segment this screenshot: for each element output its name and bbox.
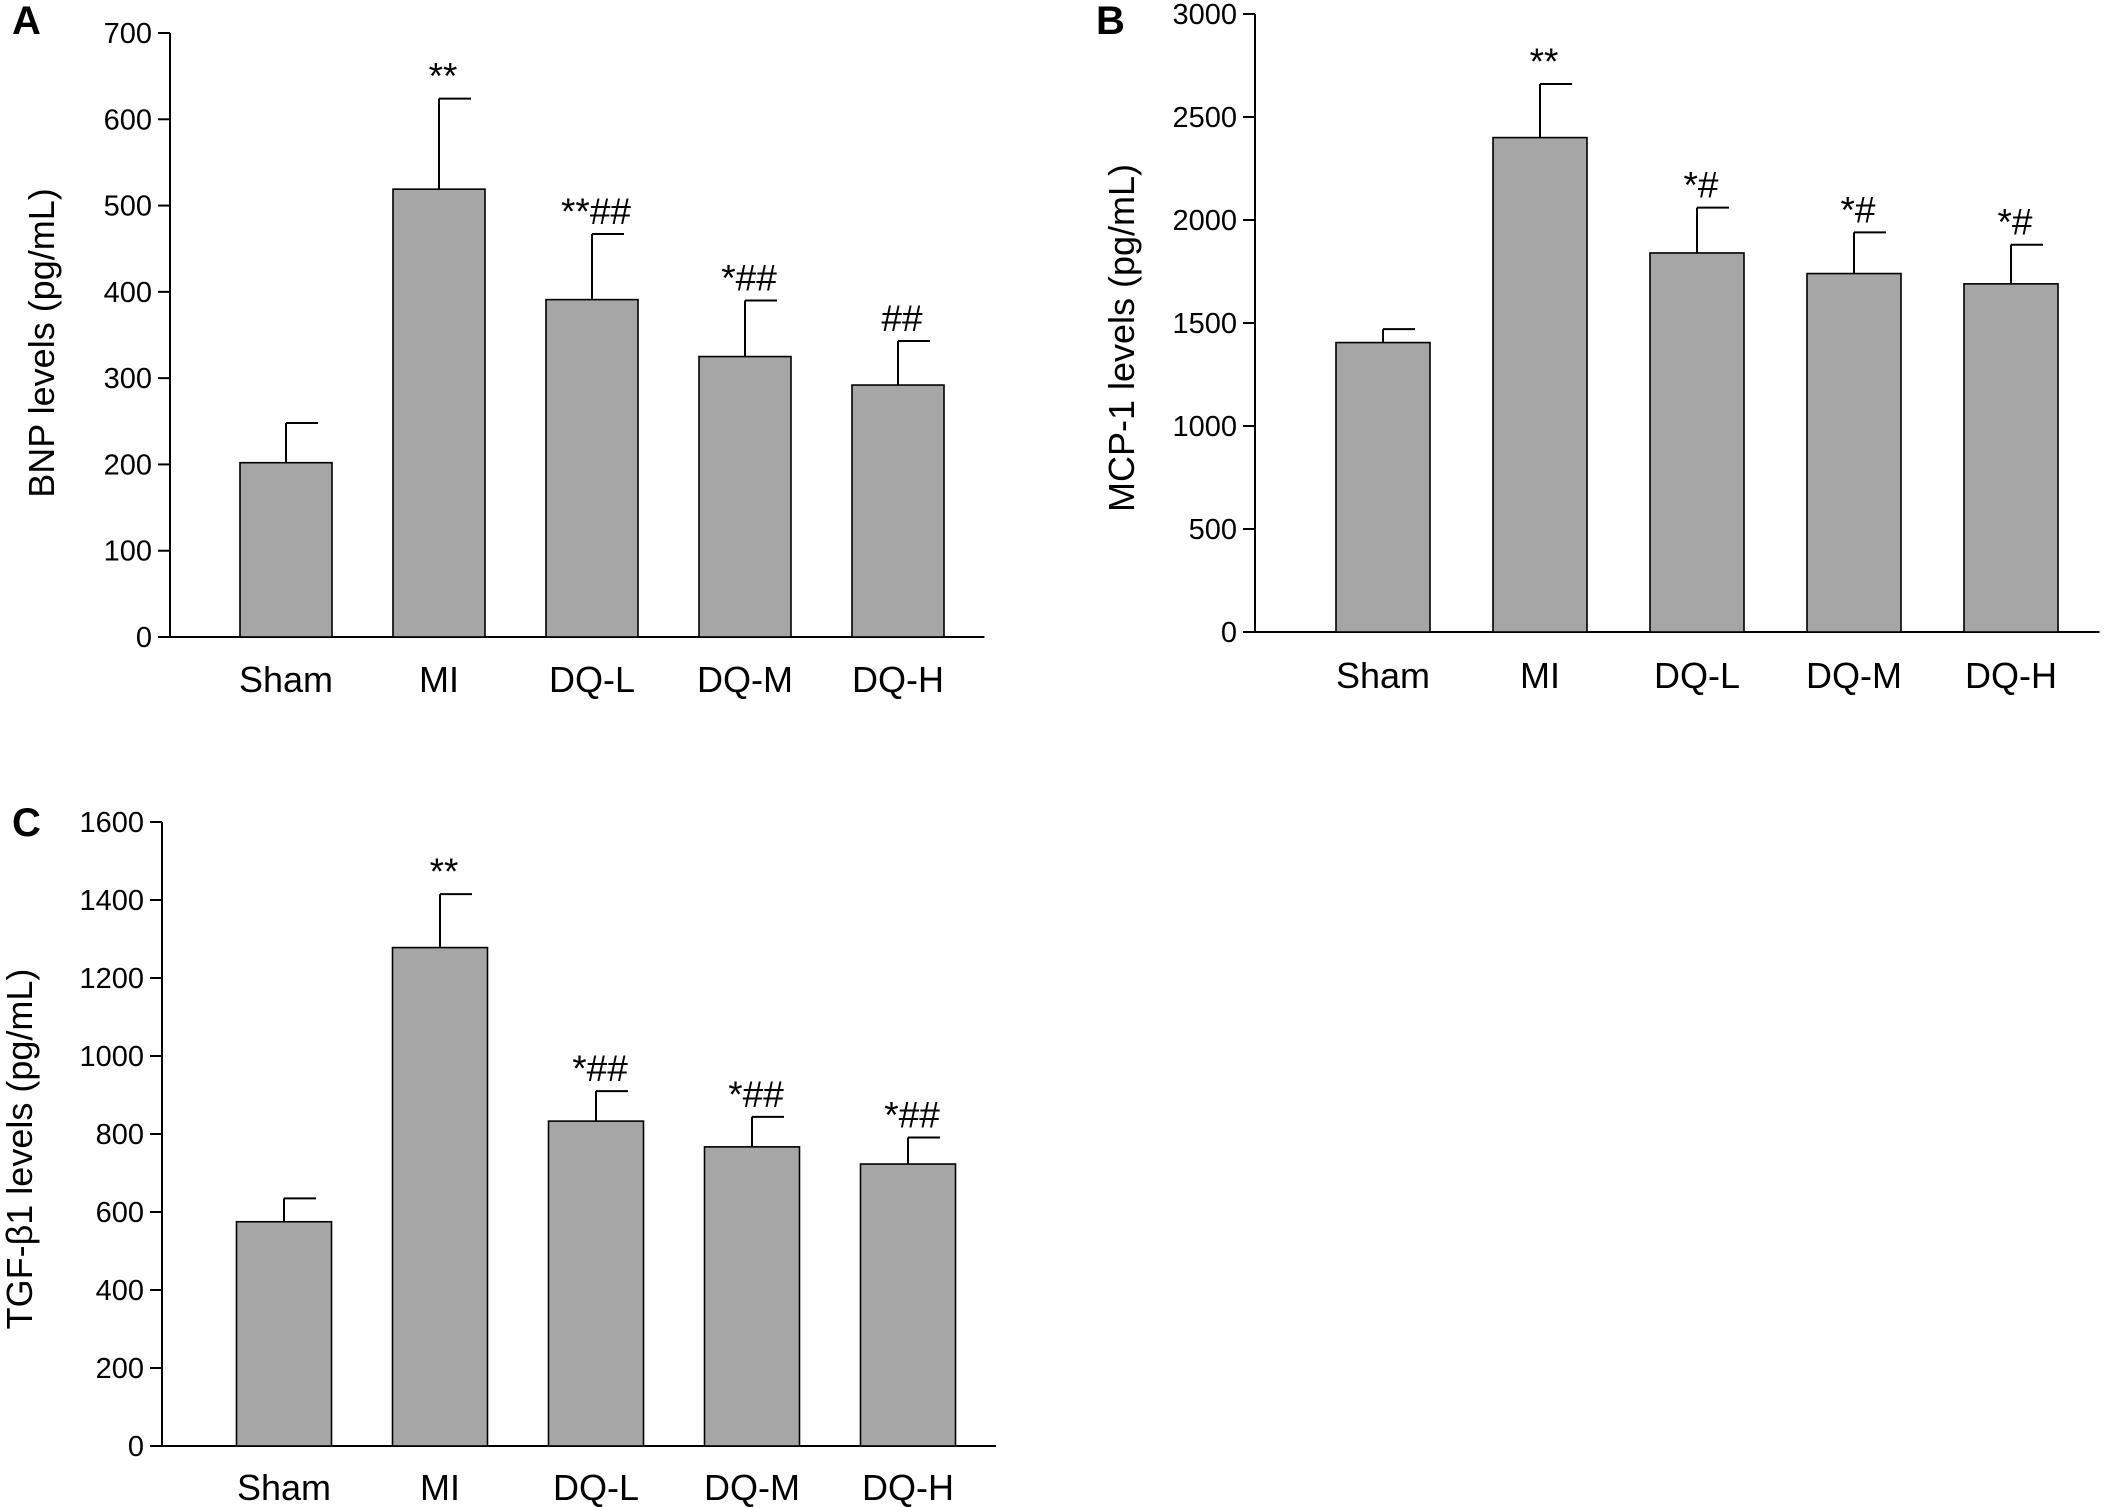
bar	[1806, 272, 1902, 633]
category-label: DQ-M	[704, 1467, 800, 1507]
y-tick-label: 600	[96, 1197, 144, 1229]
bar	[851, 384, 945, 638]
bar	[1963, 283, 2059, 633]
significance-label: *#	[1998, 202, 2033, 243]
bar	[859, 1163, 957, 1447]
y-tick-label: 100	[104, 536, 152, 568]
panel-letter-b: B	[1096, 0, 1125, 43]
bar	[547, 1120, 645, 1447]
y-tick-label: 1000	[79, 1041, 144, 1073]
y-tick-label: 3000	[1172, 0, 1237, 31]
y-tick-label: 2500	[1172, 102, 1237, 134]
category-label: MI	[1520, 655, 1560, 696]
y-tick-label: 1000	[1172, 411, 1237, 443]
plot-area: 0 200 400 600 800 1000 1200 1400 1600 Sham ** MI *##…	[79, 807, 996, 1507]
bar	[392, 188, 486, 638]
category-label: DQ-H	[852, 659, 944, 700]
bar	[1492, 136, 1588, 633]
panel-letter-c: C	[12, 801, 41, 845]
category-label: MI	[419, 659, 459, 700]
bar	[239, 461, 333, 638]
y-tick-label: 0	[1221, 617, 1237, 649]
y-tick-label: 0	[128, 1431, 144, 1463]
category-label: DQ-L	[1654, 655, 1740, 696]
bar	[545, 298, 639, 638]
category-label: DQ-M	[697, 659, 793, 700]
bar	[698, 355, 792, 638]
y-tick-label: 1500	[1172, 308, 1237, 340]
y-tick-label: 1600	[79, 807, 144, 839]
significance-label: **	[429, 56, 458, 97]
panel-letter-a: A	[12, 0, 41, 43]
y-tick-label: 400	[104, 277, 152, 309]
y-tick-label: 500	[104, 191, 152, 223]
category-label: Sham	[1336, 655, 1430, 696]
category-label: Sham	[239, 659, 333, 700]
y-axis-label: BNP levels (pg/mL)	[21, 188, 62, 497]
bar	[1649, 252, 1745, 633]
category-label: Sham	[237, 1467, 331, 1507]
significance-label: *##	[728, 1074, 784, 1115]
bar	[1335, 341, 1431, 633]
category-label: DQ-L	[553, 1467, 639, 1507]
y-tick-label: 200	[104, 449, 152, 481]
bar	[235, 1220, 333, 1447]
plot-area: 0 100 200 300 400 500 600 700 Sham ** MI **## DQ-L *#…	[104, 18, 985, 700]
significance-label: **	[1530, 41, 1559, 82]
significance-label: **	[430, 851, 459, 892]
y-tick-label: 1400	[79, 885, 144, 917]
y-tick-label: 500	[1189, 514, 1237, 546]
significance-label: *##	[884, 1095, 940, 1136]
category-label: DQ-H	[862, 1467, 954, 1507]
significance-label: *##	[721, 257, 777, 298]
y-tick-label: 200	[96, 1353, 144, 1385]
bar	[391, 946, 489, 1447]
y-axis-label: MCP-1 levels (pg/mL)	[1101, 164, 1142, 512]
category-label: DQ-H	[1965, 655, 2057, 696]
significance-label: *##	[572, 1048, 628, 1089]
y-tick-label: 0	[136, 622, 152, 654]
significance-label: *#	[1684, 165, 1719, 206]
y-tick-label: 1200	[79, 963, 144, 995]
panel-c: C TGF-β1 levels (pg/mL) 0 200 400 600 800 100…	[0, 801, 996, 1507]
y-tick-label: 300	[104, 363, 152, 395]
bar	[703, 1146, 801, 1447]
significance-label: *#	[1841, 189, 1876, 230]
category-label: MI	[420, 1467, 460, 1507]
plot-area: 0 500 1000 1500 2000 2500 3000 Sham ** MI *# DQ-L *#…	[1172, 0, 2100, 696]
y-tick-label: 800	[96, 1119, 144, 1151]
y-tick-label: 600	[104, 104, 152, 136]
significance-label: ##	[881, 298, 923, 339]
y-tick-label: 2000	[1172, 205, 1237, 237]
y-axis-label: TGF-β1 levels (pg/mL)	[0, 969, 40, 1330]
y-tick-label: 400	[96, 1275, 144, 1307]
category-label: DQ-L	[549, 659, 635, 700]
significance-label: **##	[561, 191, 631, 232]
panel-a: A BNP levels (pg/mL) 0 100 200 300 400 500 600…	[12, 0, 985, 700]
category-label: DQ-M	[1806, 655, 1902, 696]
y-tick-label: 700	[104, 18, 152, 50]
panel-b: B MCP-1 levels (pg/mL) 0 500 1000 1500 2000 2…	[1096, 0, 2100, 696]
